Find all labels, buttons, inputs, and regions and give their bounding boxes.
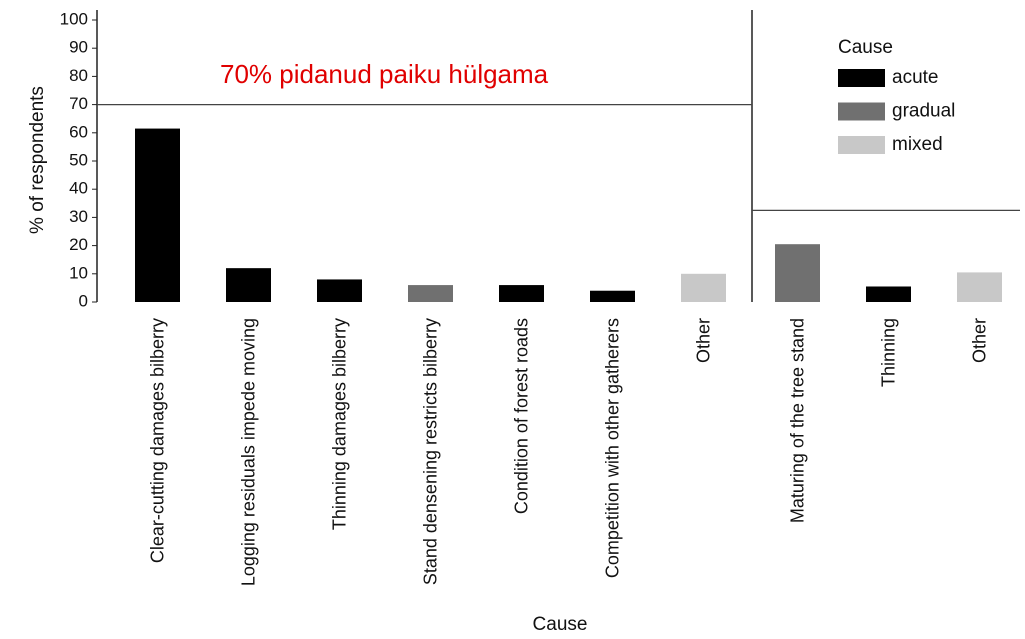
x-tick-label: Clear-cutting damages bilberry bbox=[147, 318, 167, 564]
legend-swatch bbox=[838, 69, 885, 87]
bar bbox=[681, 273, 726, 302]
y-tick-label: 50 bbox=[69, 150, 88, 169]
y-tick-label: 80 bbox=[69, 66, 88, 85]
bar bbox=[775, 244, 820, 302]
bar bbox=[408, 285, 453, 302]
x-tick-label: Other bbox=[969, 318, 989, 364]
y-tick-label: 30 bbox=[69, 207, 88, 226]
y-tick-label: 60 bbox=[69, 122, 88, 141]
legend-label: gradual bbox=[892, 101, 955, 122]
x-tick-label: Stand densening restricts bilberry bbox=[420, 318, 440, 586]
bar bbox=[499, 285, 544, 302]
legend-swatch bbox=[838, 102, 885, 121]
x-tick-label: Thinning bbox=[878, 318, 898, 388]
legend-title: Cause bbox=[838, 37, 893, 58]
bar bbox=[866, 286, 911, 302]
legend-swatch bbox=[838, 136, 885, 154]
annotation: 70% pidanud paiku hülgama bbox=[220, 59, 549, 89]
bar bbox=[226, 268, 271, 302]
x-tick-label: Other bbox=[693, 318, 713, 364]
legend-label: mixed bbox=[892, 134, 943, 155]
x-axis-label: Cause bbox=[533, 614, 588, 635]
y-tick-label: 10 bbox=[69, 263, 88, 282]
bar bbox=[317, 279, 362, 302]
x-tick-label: Logging residuals impede moving bbox=[238, 318, 258, 587]
y-tick-label: 20 bbox=[69, 235, 88, 254]
x-tick-label: Competition with other gatherers bbox=[602, 318, 622, 579]
x-tick-label: Thinning damages bilberry bbox=[329, 318, 349, 531]
y-tick-label: 0 bbox=[79, 291, 88, 310]
y-tick-label: 100 bbox=[60, 9, 88, 28]
y-tick-label: 90 bbox=[69, 38, 88, 57]
bar bbox=[590, 290, 635, 302]
x-tick-label: Condition of forest roads bbox=[511, 318, 531, 515]
y-tick-label: 70 bbox=[69, 94, 88, 113]
y-tick-label: 40 bbox=[69, 179, 88, 198]
bar bbox=[957, 272, 1002, 302]
legend-label: acute bbox=[892, 67, 938, 88]
bar bbox=[135, 128, 180, 302]
x-tick-label: Maturing of the tree stand bbox=[787, 318, 807, 524]
y-axis-label: % of respondents bbox=[27, 86, 48, 234]
